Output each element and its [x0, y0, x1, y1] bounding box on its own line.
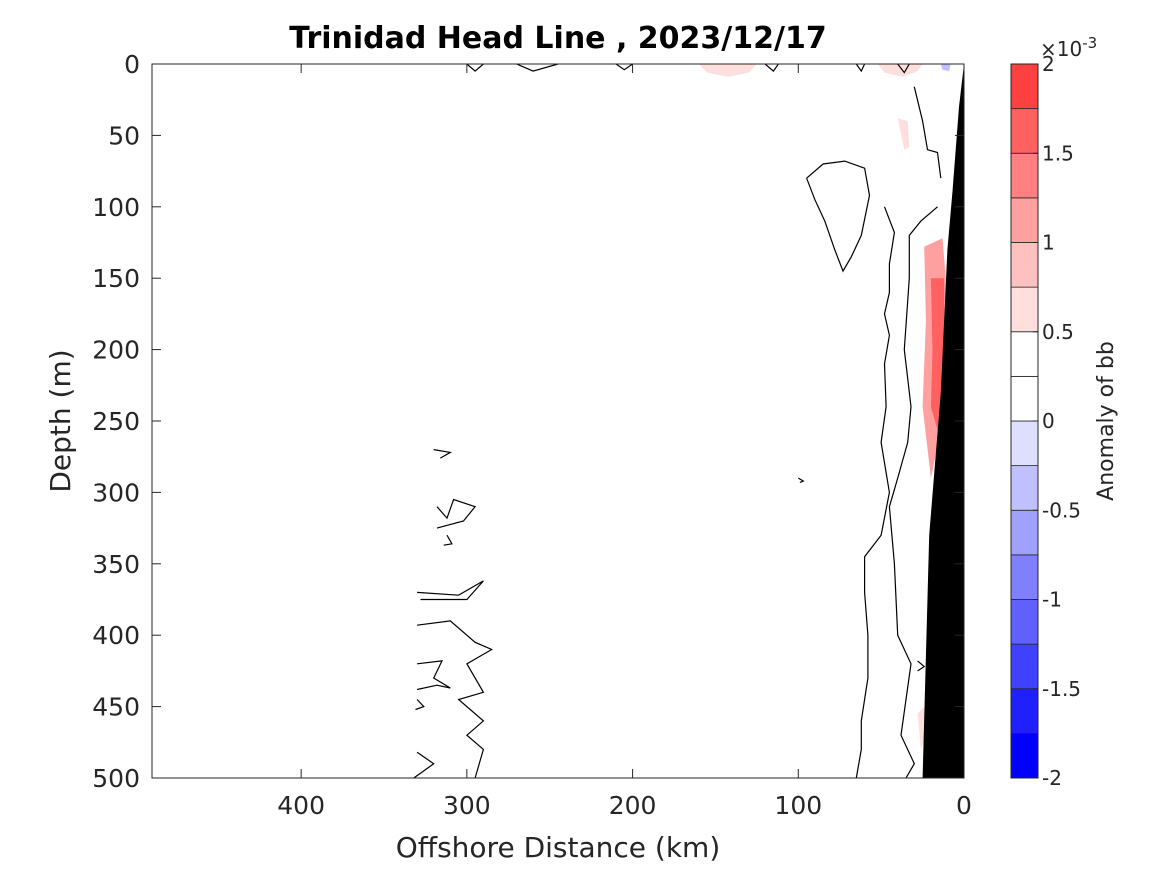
bathymetry [922, 64, 964, 778]
colorbar-label: Anomaly of bb [1094, 341, 1119, 501]
colorbar-band [1010, 286, 1039, 333]
colorbar-band [1010, 331, 1039, 377]
colorbar-tick-label: -0.5 [1042, 498, 1081, 522]
y-tick-label: 300 [92, 478, 140, 507]
colorbar: -2 -1.5 -1 -0.5 0 0.5 1 1.5 2 ×10-3 Anomaly of b… [1010, 34, 1119, 790]
seafloor-shape [922, 64, 964, 778]
colorbar-band [1010, 108, 1039, 154]
contour-line [416, 660, 451, 691]
contour-line [806, 160, 871, 273]
anomaly-patch [698, 64, 757, 77]
colorbar-band [1010, 465, 1039, 511]
x-tick-label: 400 [277, 791, 325, 820]
chart-title: Trinidad Head Line , 2023/12/17 [289, 21, 826, 56]
y-tick-label: 450 [92, 693, 140, 722]
contour-line [443, 534, 453, 546]
colorbar-tick-label: 1 [1042, 231, 1055, 255]
contour-line [913, 86, 942, 179]
colorbar-exponent: ×10-3 [1040, 34, 1097, 61]
y-tick-label: 500 [92, 764, 140, 793]
colorbar-ticks: -2 -1.5 -1 -0.5 0 0.5 1 1.5 2 [1033, 52, 1081, 790]
colorbar-tick-label: 0.5 [1042, 320, 1074, 344]
y-tick-label: 150 [92, 264, 140, 293]
colorbar-band [1010, 63, 1039, 110]
anomaly-patch [413, 64, 451, 79]
colorbar-bands [1010, 63, 1039, 779]
plot-background [152, 64, 964, 778]
colorbar-tick-label: 0 [1042, 409, 1055, 433]
y-tick-label: 400 [92, 621, 140, 650]
y-tick-label: 350 [92, 550, 140, 579]
plot-area [151, 63, 965, 779]
colorbar-band [1010, 643, 1039, 690]
y-axis: 0 50 100 150 200 250 300 350 400 450 500 [92, 50, 964, 793]
colorbar-band [1010, 554, 1039, 600]
contour-line [615, 64, 633, 71]
x-axis-label: Offshore Distance (km) [396, 831, 721, 864]
colorbar-band [1010, 242, 1039, 288]
x-tick-label: 300 [443, 791, 491, 820]
x-tick-label: 0 [956, 791, 972, 820]
contour-line [764, 64, 779, 72]
anomaly-patch [914, 78, 940, 122]
contour-line [433, 449, 453, 459]
colorbar-tick-label: -2 [1042, 766, 1062, 790]
y-tick-label: 50 [108, 121, 140, 150]
anomaly-patch [877, 64, 923, 77]
contour-line [436, 498, 477, 529]
colorbar-band [1010, 152, 1039, 199]
y-axis-label: Depth (m) [44, 349, 77, 492]
contour-line [797, 477, 805, 483]
contour-lines [413, 64, 942, 778]
contour-line [413, 751, 435, 778]
colorbar-band [1010, 375, 1039, 422]
y-tick-label: 0 [124, 50, 140, 79]
anomaly-patch [806, 64, 832, 72]
y-tick-label: 100 [92, 193, 140, 222]
colorbar-band [1010, 197, 1039, 243]
x-tick-label: 200 [609, 791, 657, 820]
y-tick-label: 200 [92, 336, 140, 365]
colorbar-tick-label: 2 [1042, 52, 1055, 76]
contour-line [855, 206, 896, 778]
contour-line [897, 64, 910, 74]
colorbar-tick-label: -1.5 [1042, 677, 1081, 701]
x-axis: 400 300 200 100 0 [277, 64, 972, 820]
anomaly-patch [897, 118, 910, 150]
colorbar-band [1010, 688, 1039, 734]
contour-line [466, 64, 484, 72]
x-tick-label: 100 [774, 791, 822, 820]
contour-line [417, 620, 494, 778]
contour-line [917, 660, 926, 672]
colorbar-band [1010, 599, 1039, 645]
contour-line [417, 580, 484, 601]
anomaly-patch [940, 64, 951, 72]
colorbar-band [1010, 732, 1039, 779]
colorbar-tick-label: 1.5 [1042, 141, 1074, 165]
colorbar-band [1010, 420, 1039, 467]
y-tick-label: 250 [92, 407, 140, 436]
contour-line [888, 206, 938, 778]
contour-line [415, 699, 425, 711]
colorbar-band [1010, 509, 1039, 556]
contour-line [516, 64, 559, 72]
colorbar-tick-label: -1 [1042, 588, 1062, 612]
contour-line [855, 64, 866, 73]
